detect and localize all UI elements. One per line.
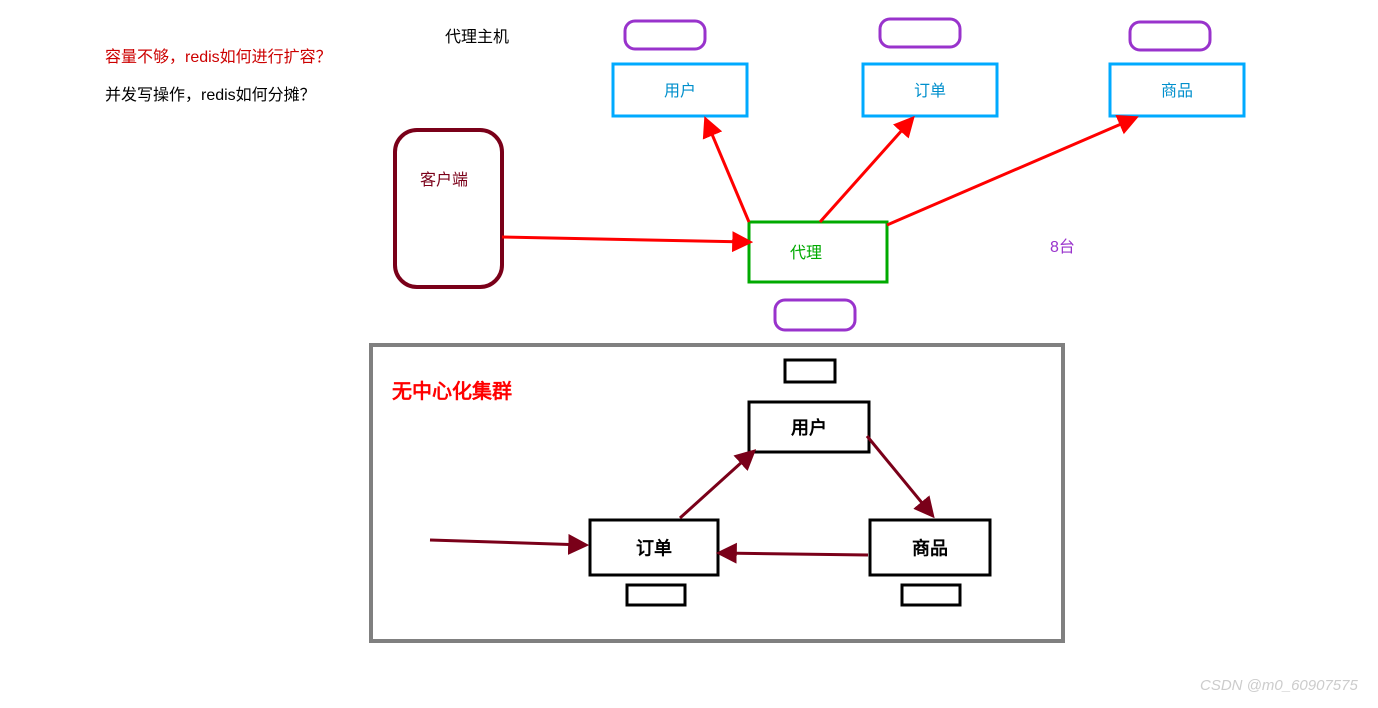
canvas-bg <box>0 0 1378 708</box>
proxy-label: 代理 <box>790 244 822 262</box>
arrow-goods-order <box>720 553 868 555</box>
proxy-host-label: 代理主机 <box>445 28 509 46</box>
service-label-0: 用户 <box>664 82 696 100</box>
client-label: 客户端 <box>420 171 468 189</box>
watermark: CSDN @m0_60907575 <box>1200 677 1358 694</box>
count-label: 8台 <box>1050 238 1075 256</box>
question-concurrent: 并发写操作，redis如何分摊？ <box>105 86 316 104</box>
question-capacity: 容量不够，redis如何进行扩容？ <box>105 48 332 66</box>
service-label-2: 商品 <box>1161 82 1193 100</box>
service-label-1: 订单 <box>914 82 946 100</box>
cluster-title: 无中心化集群 <box>392 379 512 403</box>
cluster-order-label: 订单 <box>636 538 672 559</box>
cluster-goods-label: 商品 <box>912 538 948 559</box>
cluster-user-label: 用户 <box>791 417 827 438</box>
